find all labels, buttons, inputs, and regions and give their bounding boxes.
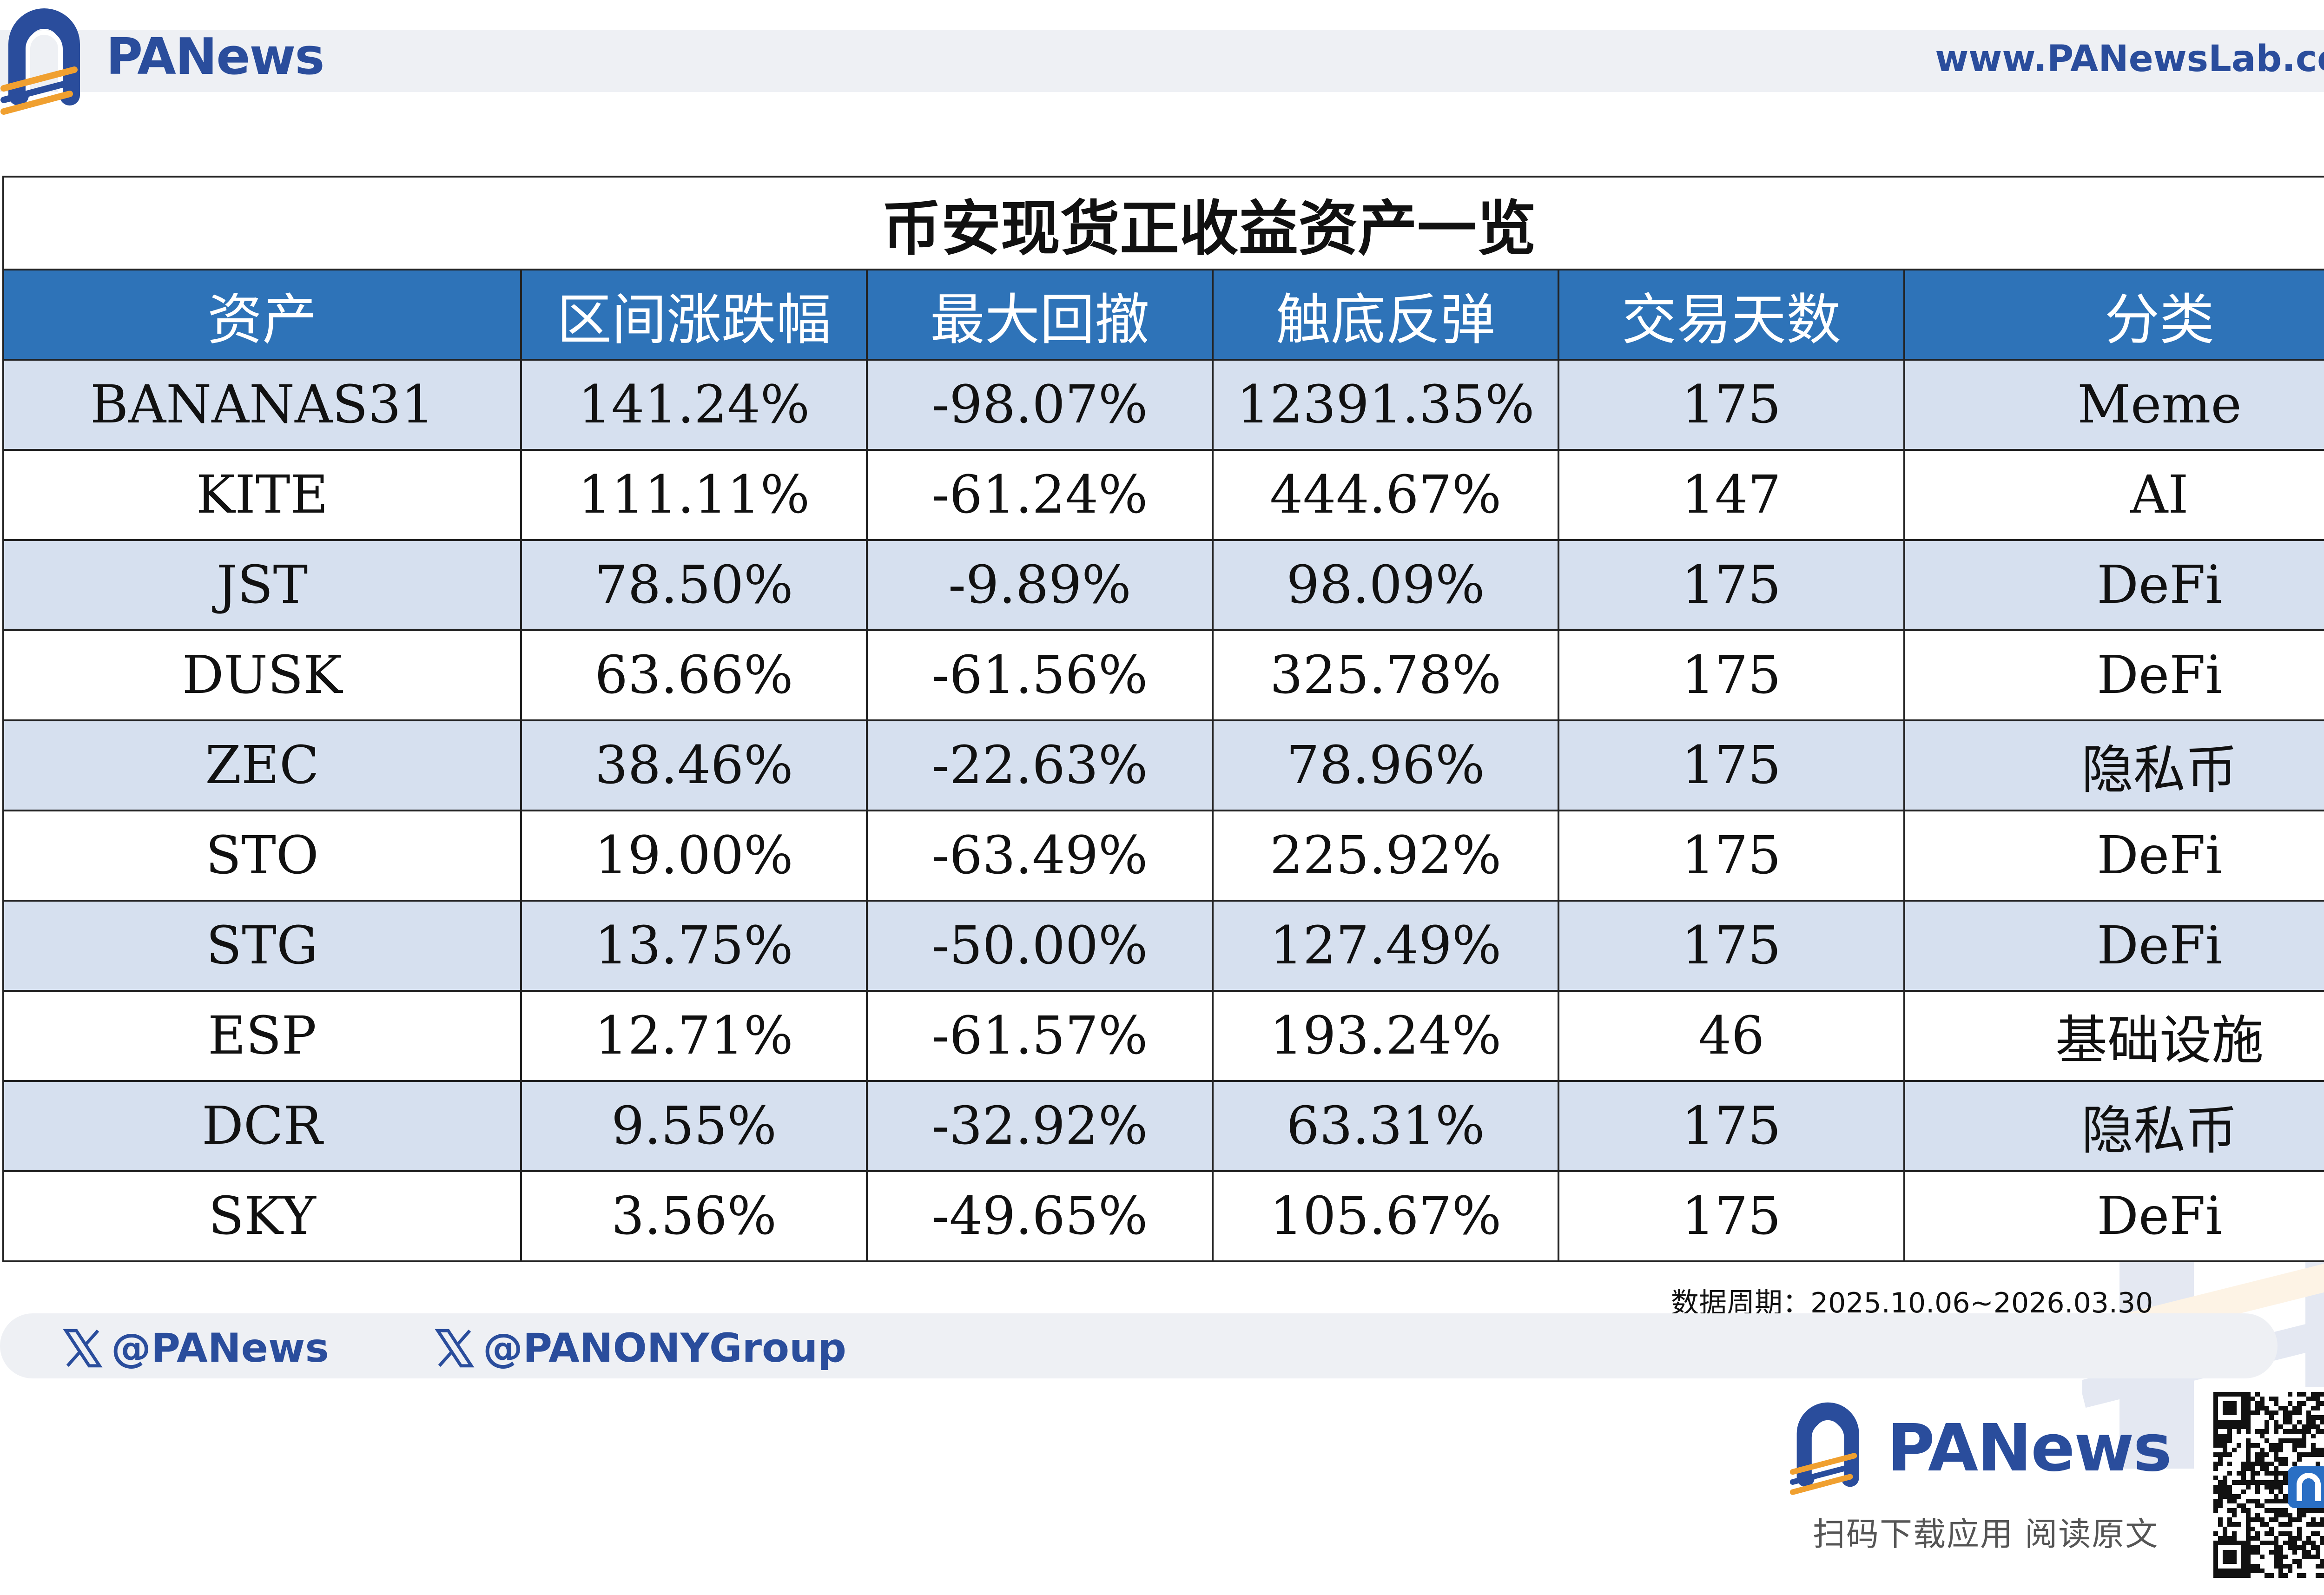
- cell-max-drawdown: -32.92%: [866, 1080, 1214, 1172]
- cell-rebound: 78.96%: [1212, 719, 1559, 811]
- table-row: ZEC 38.46% -22.63% 78.96% 175 隐私币: [2, 719, 2324, 811]
- cell-period-change: 19.00%: [520, 810, 868, 902]
- cell-rebound: 12391.35%: [1212, 359, 1559, 451]
- cell-category: Meme: [1903, 359, 2324, 451]
- cell-category: 基础设施: [1903, 990, 2324, 1082]
- cell-asset: STG: [2, 900, 522, 992]
- footer-bar: [0, 1313, 2278, 1378]
- cell-trading-days: 175: [1558, 1170, 1905, 1262]
- site-url-link[interactable]: www.PANewsLab.com: [1935, 38, 2324, 80]
- cell-category: DeFi: [1903, 539, 2324, 631]
- x-handle-panonygroup-label: @PANONYGroup: [483, 1325, 846, 1371]
- cell-category: DeFi: [1903, 900, 2324, 992]
- asset-table: 币安现货正收益资产一览 资产 区间涨跌幅 最大回撤 触底反弹 交易天数 分类 B…: [2, 176, 2324, 1262]
- cell-category: DeFi: [1903, 629, 2324, 721]
- cell-period-change: 12.71%: [520, 990, 868, 1082]
- cell-asset: STO: [2, 810, 522, 902]
- column-header-rebound: 触底反弹: [1212, 269, 1559, 361]
- cell-asset: DUSK: [2, 629, 522, 721]
- x-handle-panews-label: @PANews: [111, 1325, 329, 1371]
- column-header-trading-days: 交易天数: [1558, 269, 1905, 361]
- table-row: STO 19.00% -63.49% 225.92% 175 DeFi: [2, 810, 2324, 902]
- cell-max-drawdown: -22.63%: [866, 719, 1214, 811]
- cell-max-drawdown: -61.24%: [866, 449, 1214, 541]
- table-title: 币安现货正收益资产一览: [2, 176, 2324, 270]
- cell-asset: ZEC: [2, 719, 522, 811]
- cell-trading-days: 175: [1558, 539, 1905, 631]
- footer-brand-logo[interactable]: PANews 扫码下载应用 阅读原文: [1789, 1392, 2185, 1569]
- cell-trading-days: 147: [1558, 449, 1905, 541]
- cell-category: DeFi: [1903, 1170, 2324, 1262]
- cell-max-drawdown: -98.07%: [866, 359, 1214, 451]
- cell-asset: ESP: [2, 990, 522, 1082]
- column-header-category: 分类: [1903, 269, 2324, 361]
- header-bar: [0, 30, 2324, 92]
- cell-trading-days: 175: [1558, 810, 1905, 902]
- x-handle-panews[interactable]: @PANews: [63, 1325, 329, 1371]
- cell-period-change: 63.66%: [520, 629, 868, 721]
- cell-max-drawdown: -63.49%: [866, 810, 1214, 902]
- table-row: SKY 3.56% -49.65% 105.67% 175 DeFi: [2, 1170, 2324, 1262]
- cell-asset: KITE: [2, 449, 522, 541]
- column-header-period-change: 区间涨跌幅: [520, 269, 868, 361]
- column-header-max-drawdown: 最大回撤: [866, 269, 1214, 361]
- cell-trading-days: 175: [1558, 719, 1905, 811]
- column-header-asset: 资产: [2, 269, 522, 361]
- cell-period-change: 13.75%: [520, 900, 868, 992]
- x-logo-icon: [435, 1329, 475, 1368]
- cell-rebound: 98.09%: [1212, 539, 1559, 631]
- cell-max-drawdown: -61.57%: [866, 990, 1214, 1082]
- table-body: BANANAS31 141.24% -98.07% 12391.35% 175 Meme K…: [2, 359, 2324, 1262]
- cell-rebound: 63.31%: [1212, 1080, 1559, 1172]
- table-row: KITE 111.11% -61.24% 444.67% 147 AI: [2, 449, 2324, 541]
- brand-name: PANews: [106, 28, 325, 86]
- cell-rebound: 444.67%: [1212, 449, 1559, 541]
- table-row: ESP 12.71% -61.57% 193.24% 46 基础设施: [2, 990, 2324, 1082]
- table-row: STG 13.75% -50.00% 127.49% 175 DeFi: [2, 900, 2324, 992]
- cell-max-drawdown: -61.56%: [866, 629, 1214, 721]
- cell-category: DeFi: [1903, 810, 2324, 902]
- cell-category: 隐私币: [1903, 1080, 2324, 1172]
- cell-asset: BANANAS31: [2, 359, 522, 451]
- table-row: DCR 9.55% -32.92% 63.31% 175 隐私币: [2, 1080, 2324, 1172]
- cell-trading-days: 175: [1558, 1080, 1905, 1172]
- footer-brand-name: PANews: [1887, 1410, 2172, 1486]
- table-row: BANANAS31 141.24% -98.07% 12391.35% 175 Meme: [2, 359, 2324, 451]
- cell-rebound: 225.92%: [1212, 810, 1559, 902]
- table-row: DUSK 63.66% -61.56% 325.78% 175 DeFi: [2, 629, 2324, 721]
- cell-asset: DCR: [2, 1080, 522, 1172]
- cell-max-drawdown: -50.00%: [866, 900, 1214, 992]
- cell-asset: JST: [2, 539, 522, 631]
- cell-rebound: 105.67%: [1212, 1170, 1559, 1262]
- cell-period-change: 9.55%: [520, 1080, 868, 1172]
- x-logo-icon: [63, 1329, 103, 1368]
- panews-logo-icon: [0, 8, 80, 115]
- cell-rebound: 325.78%: [1212, 629, 1559, 721]
- cell-trading-days: 175: [1558, 900, 1905, 992]
- cell-period-change: 141.24%: [520, 359, 868, 451]
- brand-logo[interactable]: PANews: [0, 0, 353, 121]
- cell-asset: SKY: [2, 1170, 522, 1262]
- x-handle-panonygroup[interactable]: @PANONYGroup: [435, 1325, 846, 1371]
- cell-period-change: 3.56%: [520, 1170, 868, 1262]
- cell-period-change: 38.46%: [520, 719, 868, 811]
- cell-trading-days: 46: [1558, 990, 1905, 1082]
- download-tagline: 扫码下载应用 阅读原文: [1813, 1515, 2159, 1553]
- cell-max-drawdown: -9.89%: [866, 539, 1214, 631]
- qr-code-icon[interactable]: [2209, 1387, 2324, 1582]
- cell-trading-days: 175: [1558, 629, 1905, 721]
- cell-period-change: 111.11%: [520, 449, 868, 541]
- cell-rebound: 193.24%: [1212, 990, 1559, 1082]
- cell-category: 隐私币: [1903, 719, 2324, 811]
- cell-trading-days: 175: [1558, 359, 1905, 451]
- asset-table-container: 币安现货正收益资产一览 资产 区间涨跌幅 最大回撤 触底反弹 交易天数 分类 B…: [2, 176, 2324, 1262]
- cell-rebound: 127.49%: [1212, 900, 1559, 992]
- panews-logo-icon: [1789, 1402, 1859, 1495]
- cell-max-drawdown: -49.65%: [866, 1170, 1214, 1262]
- cell-category: AI: [1903, 449, 2324, 541]
- table-row: JST 78.50% -9.89% 98.09% 175 DeFi: [2, 539, 2324, 631]
- cell-period-change: 78.50%: [520, 539, 868, 631]
